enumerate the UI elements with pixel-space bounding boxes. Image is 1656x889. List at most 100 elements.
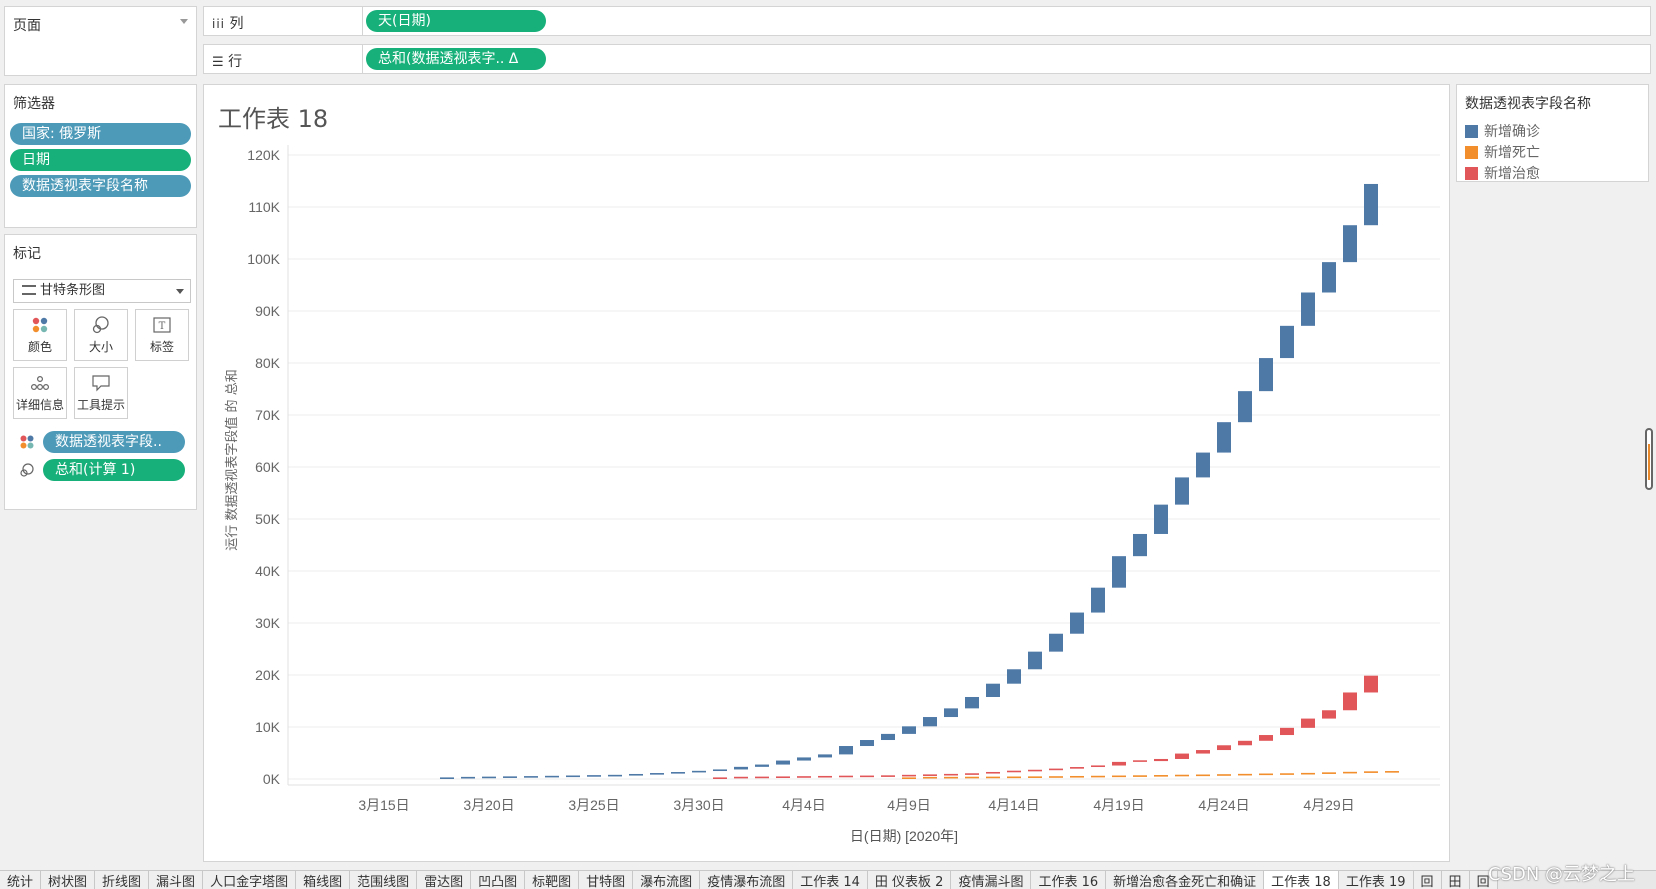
gantt-bar xyxy=(1133,775,1147,777)
gantt-bar xyxy=(797,757,811,761)
y-tick-label: 50K xyxy=(255,511,281,527)
gantt-bar xyxy=(671,772,685,774)
mark-type-select[interactable]: 甘特条形图 xyxy=(13,279,191,303)
sheet-tab[interactable]: 标靶图 xyxy=(525,871,580,889)
sheet-tab[interactable]: 回 xyxy=(1469,871,1498,889)
gantt-bar xyxy=(692,770,706,773)
color-button[interactable]: 颜色 xyxy=(13,309,67,361)
marks-pill-sum-calc[interactable]: 总和(计算 1) xyxy=(43,459,185,481)
gantt-bar xyxy=(1217,745,1231,751)
gantt-bar xyxy=(1070,767,1084,769)
legend-item-recovered[interactable]: 新增治愈 xyxy=(1465,163,1540,182)
gantt-bar xyxy=(1196,452,1210,478)
sheet-tab[interactable]: 人口金字塔图 xyxy=(203,871,297,889)
gantt-bar xyxy=(944,773,958,776)
gantt-bar xyxy=(881,775,895,777)
sheet-tab[interactable]: 回 xyxy=(1413,871,1442,889)
y-tick-label: 90K xyxy=(255,303,281,319)
sheet-tab[interactable]: 树状图 xyxy=(41,871,96,889)
detail-button[interactable]: 详细信息 xyxy=(13,367,67,419)
gantt-bar xyxy=(1112,556,1126,588)
gantt-bar xyxy=(1301,292,1315,326)
gantt-bar xyxy=(1007,776,1021,779)
vertical-scrollbar[interactable] xyxy=(1645,428,1653,490)
gantt-bar xyxy=(1259,735,1273,741)
size-icon xyxy=(20,463,34,477)
sheet-tab[interactable]: 工作表 16 xyxy=(1031,871,1107,889)
gantt-bar xyxy=(1028,769,1042,772)
filter-pill-date[interactable]: 日期 xyxy=(10,149,191,171)
sheet-tab[interactable]: 工作表 14 xyxy=(793,871,868,889)
columns-pill-day-date[interactable]: 天(日期) xyxy=(366,10,546,32)
gantt-bar xyxy=(1343,771,1357,774)
gantt-bar xyxy=(1070,775,1084,778)
sheet-tab[interactable]: 疫情漏斗图 xyxy=(951,871,1032,889)
sheet-tab[interactable]: 雷达图 xyxy=(417,871,472,889)
columns-shelf[interactable]: iii 列 天(日期) xyxy=(203,6,1651,36)
gantt-bar xyxy=(713,769,727,772)
gantt-bar xyxy=(1091,775,1105,778)
gantt-bar xyxy=(860,740,874,747)
sheet-tab[interactable]: 田 仪表板 2 xyxy=(867,871,952,889)
y-tick-label: 40K xyxy=(255,563,281,579)
sheet-tab[interactable]: 范围线图 xyxy=(350,871,418,889)
sheet-tab[interactable]: 新增治愈各金死亡和确证 xyxy=(1106,871,1265,889)
legend-item-label: 新增死亡 xyxy=(1484,145,1540,161)
y-tick-label: 70K xyxy=(255,407,281,423)
sheet-tab[interactable]: 瀑布流图 xyxy=(633,871,701,889)
gantt-bar xyxy=(1028,776,1042,778)
filter-pill-country[interactable]: 国家: 俄罗斯 xyxy=(10,123,191,145)
size-button[interactable]: 大小 xyxy=(74,309,128,361)
sheet-tab[interactable]: 工作表 19 xyxy=(1338,871,1414,889)
sheet-tab[interactable]: 工作表 18 xyxy=(1264,871,1339,889)
gantt-bar xyxy=(818,775,832,778)
sheet-tab[interactable]: 漏斗图 xyxy=(149,871,204,889)
gantt-bar xyxy=(1364,771,1378,773)
y-tick-label: 120K xyxy=(247,147,280,163)
gantt-bar xyxy=(944,776,958,779)
sheet-tab[interactable]: 折线图 xyxy=(95,871,150,889)
gantt-bar xyxy=(755,776,769,779)
pages-panel[interactable]: 页面 xyxy=(4,6,197,76)
gantt-bar xyxy=(986,776,1000,779)
gantt-bar xyxy=(1322,262,1336,293)
x-tick-label: 3月20日 xyxy=(463,797,514,813)
gantt-bar xyxy=(1217,422,1231,453)
marks-pill-pivot-field[interactable]: 数据透视表字段.. xyxy=(43,431,185,453)
label-button[interactable]: T 标签 xyxy=(135,309,189,361)
chevron-down-icon[interactable] xyxy=(180,19,188,24)
gantt-bar xyxy=(1259,358,1273,392)
filters-panel: 筛选器 国家: 俄罗斯 日期 数据透视表字段名称 xyxy=(4,84,197,228)
gantt-bar xyxy=(839,775,853,778)
sheet-tab[interactable]: 凹凸图 xyxy=(471,871,526,889)
pages-panel-title: 页面 xyxy=(13,18,41,34)
columns-shelf-label: iii 列 xyxy=(212,16,244,32)
gantt-bar xyxy=(1154,504,1168,534)
y-axis-title: 运行 数据透视表字段值 的 总和 xyxy=(224,369,240,550)
rows-shelf[interactable]: ☰ 行 总和(数据透视表字.. Δ xyxy=(203,44,1651,74)
x-tick-label: 4月14日 xyxy=(988,797,1039,813)
gantt-bar xyxy=(608,774,622,777)
gantt-bar xyxy=(1301,718,1315,728)
legend-item-confirmed[interactable]: 新增确诊 xyxy=(1465,121,1540,140)
sheet-tab[interactable]: 统计 xyxy=(0,871,42,889)
sheet-tab[interactable]: 疫情瀑布流图 xyxy=(700,871,794,889)
legend-item-deaths[interactable]: 新增死亡 xyxy=(1465,142,1540,161)
gantt-bar xyxy=(566,775,580,778)
gantt-chart: 0K 10K 20K 30K 40K 50K 60K 70K 80K 90K 100K 110K 120… xyxy=(224,145,1440,844)
marks-panel: 标记 甘特条形图 颜色 大小 T 标签 详细信息 xyxy=(4,234,197,510)
rows-pill-sum-pivot[interactable]: 总和(数据透视表字.. Δ xyxy=(366,48,546,70)
gantt-bar xyxy=(1238,740,1252,746)
sheet-tab[interactable]: 箱线图 xyxy=(296,871,351,889)
filter-pill-pivot-field[interactable]: 数据透视表字段名称 xyxy=(10,175,191,197)
gantt-bar xyxy=(1364,675,1378,693)
gantt-bar xyxy=(881,733,895,741)
gantt-bar xyxy=(1133,760,1147,762)
text-label-icon: T xyxy=(136,310,188,338)
y-tick-label: 10K xyxy=(255,719,281,735)
sheet-tab[interactable]: 甘特图 xyxy=(579,871,634,889)
gantt-bar xyxy=(545,775,559,778)
tooltip-button[interactable]: 工具提示 xyxy=(74,367,128,419)
sheet-tab[interactable]: 田 xyxy=(1441,871,1470,889)
svg-text:T: T xyxy=(159,321,166,332)
